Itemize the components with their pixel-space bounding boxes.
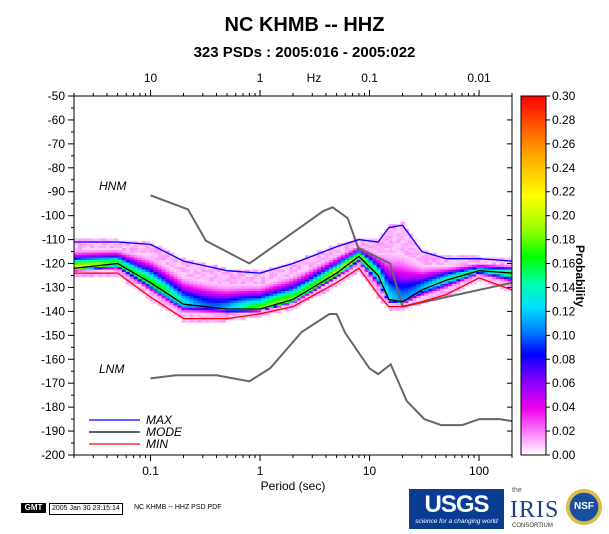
y-tick-label: -70 xyxy=(48,137,66,151)
pdf-cell xyxy=(317,293,322,296)
pdf-cell xyxy=(289,308,294,311)
nsf-logo: NSF xyxy=(566,489,602,525)
y-tick-label: -180 xyxy=(41,400,65,414)
pdf-cell xyxy=(389,308,394,311)
y-tick-label: -110 xyxy=(42,233,65,247)
x-tick-label: 1 xyxy=(257,464,264,478)
pdf-cell xyxy=(213,320,218,323)
pdf-cell xyxy=(205,320,210,323)
pdf-cell xyxy=(241,317,246,320)
y-tick-label: -60 xyxy=(48,113,66,127)
pdf-cell xyxy=(110,274,115,277)
pdf-cell xyxy=(257,315,262,318)
top-axis-label: Hz xyxy=(307,71,322,85)
y-tick-label: -80 xyxy=(48,161,66,175)
pdf-cell xyxy=(74,274,79,277)
timestamp: 2005 Jan 30 23:15:14 xyxy=(49,503,123,515)
colorbar-tick-label: 0.24 xyxy=(552,161,576,175)
colorbar-tick-label: 0.06 xyxy=(552,376,576,390)
pdf-cell xyxy=(86,274,91,277)
pdf-cell xyxy=(237,317,242,320)
colorbar-tick-label: 0.22 xyxy=(552,185,576,199)
pdf-cell xyxy=(98,274,103,277)
lnm-annotation: LNM xyxy=(99,362,124,376)
iris-logo-text: IRIS xyxy=(510,497,559,524)
y-tick-label: -100 xyxy=(41,209,65,223)
y-tick-label: -120 xyxy=(41,257,65,271)
colorbar-tick-label: 0.28 xyxy=(552,113,576,127)
colorbar-tick-label: 0.26 xyxy=(552,137,576,151)
pdf-cell xyxy=(102,274,107,277)
pdf-cell xyxy=(201,320,206,323)
iris-the: the xyxy=(512,487,522,494)
x-tick-label: 10 xyxy=(363,464,377,478)
legend: MAXMODEMIN xyxy=(89,413,183,451)
y-tick-label: -140 xyxy=(41,304,65,318)
pdf-cell xyxy=(94,274,99,277)
usgs-logo: USGS science for a changing world xyxy=(409,489,504,529)
psd-pdf-chart: -50 -60 -70 -80 -90 -100 -110 -120 -130 -140 -150 -… xyxy=(0,0,609,534)
colorbar-tick-label: 0.16 xyxy=(552,257,576,271)
pdf-cell xyxy=(189,320,194,323)
colorbar-tick-label: 0.20 xyxy=(552,209,576,223)
iris-logo: the IRIS CONSORTIUM xyxy=(510,487,560,531)
pdf-cell xyxy=(78,274,83,277)
pdf-cell xyxy=(253,315,258,318)
top-tick-label: 1 xyxy=(257,71,264,85)
pdf-cell xyxy=(397,308,402,311)
pdf-cell xyxy=(114,274,119,277)
gmt-badge: GMT xyxy=(21,503,46,513)
y-tick-label: -190 xyxy=(41,424,65,438)
pdf-cell xyxy=(185,320,190,323)
pdf-cell xyxy=(277,310,282,313)
colorbar-tick-label: 0.02 xyxy=(552,424,576,438)
colorbar-tick-label: 0.10 xyxy=(552,328,576,342)
colorbar-tick-label: 0.12 xyxy=(552,304,576,318)
footer-note: NC KHMB -- HHZ PSD PDF xyxy=(134,504,222,511)
pdf-cell xyxy=(90,274,95,277)
hnm-annotation: HNM xyxy=(99,179,126,193)
colorbar-axis: 0.00 0.02 0.04 0.06 0.08 0.10 0.12 0.14 0.16 0.18… xyxy=(546,89,576,462)
colorbar-tick-label: 0.00 xyxy=(552,448,576,462)
pdf-cell xyxy=(217,320,222,323)
y-tick-label: -150 xyxy=(41,328,65,342)
pdf-cell xyxy=(193,320,198,323)
y-tick-label: -170 xyxy=(41,376,65,390)
usgs-logo-text: USGS xyxy=(409,491,504,519)
pdf-cell xyxy=(106,274,111,277)
top-tick-label: 0.01 xyxy=(467,71,491,85)
iris-consortium: CONSORTIUM xyxy=(512,523,553,529)
colorbar xyxy=(521,96,546,455)
probability-density-layer xyxy=(74,222,513,323)
colorbar-tick-label: 0.30 xyxy=(552,89,576,103)
y-tick-label: -160 xyxy=(41,352,65,366)
colorbar-tick-label: 0.08 xyxy=(552,352,576,366)
pdf-cell xyxy=(197,320,202,323)
x-axis-label: Period (sec) xyxy=(261,479,326,493)
y-tick-label: -200 xyxy=(41,448,65,462)
colorbar-label: Probability xyxy=(573,245,587,307)
legend-label: MIN xyxy=(146,437,168,451)
x-tick-label: 0.1 xyxy=(142,464,159,478)
y-tick-label: -130 xyxy=(41,280,65,294)
y-tick-label: -50 xyxy=(48,89,66,103)
pdf-cell xyxy=(393,308,398,311)
top-tick-label: 0.1 xyxy=(361,71,378,85)
x-tick-label: 100 xyxy=(469,464,489,478)
pdf-cell xyxy=(82,274,87,277)
top-tick-label: 10 xyxy=(144,71,158,85)
colorbar-tick-label: 0.04 xyxy=(552,400,576,414)
usgs-tagline: science for a changing world xyxy=(409,518,504,525)
pdf-cell xyxy=(182,320,187,323)
lnm-model-line xyxy=(151,314,536,425)
colorbar-tick-label: 0.18 xyxy=(552,233,576,247)
pdf-cell xyxy=(221,320,226,323)
pdf-cell xyxy=(484,281,489,284)
colorbar-tick-label: 0.14 xyxy=(552,280,576,294)
y-tick-label: -90 xyxy=(48,185,66,199)
pdf-cell xyxy=(209,320,214,323)
pdf-cell xyxy=(472,281,477,284)
pdf-cell xyxy=(401,308,406,311)
